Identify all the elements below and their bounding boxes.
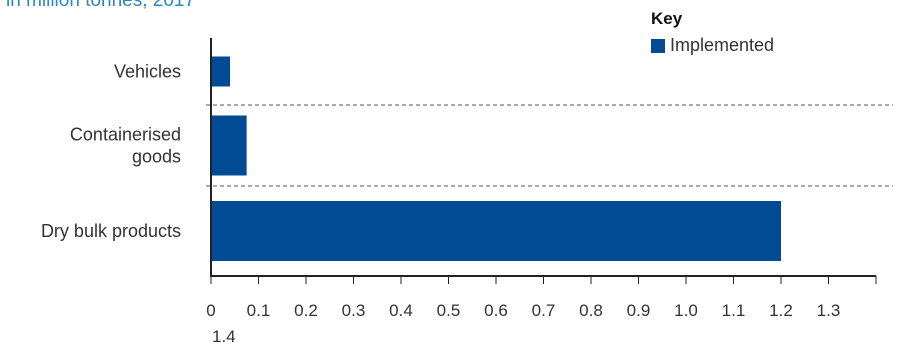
bar-3 [211, 201, 781, 261]
x-tick-label-3: 0.3 [342, 301, 366, 320]
x-tick-label-5: 0.5 [437, 301, 461, 320]
bar-2 [211, 115, 247, 176]
x-tick-label-13: 1.3 [817, 301, 841, 320]
category-label-2-line-1: Containerised [70, 125, 181, 145]
category-label-2-line-2: goods [132, 147, 181, 167]
category-label-1-line-1: Vehicles [114, 62, 181, 82]
x-tick-label-9: 0.9 [627, 301, 651, 320]
x-tick-label-7: 0.7 [532, 301, 556, 320]
x-tick-label-10: 1.0 [674, 301, 698, 320]
x-tick-label-12: 1.2 [769, 301, 793, 320]
legend: Key Implemented [651, 9, 774, 55]
x-tick-label-8: 0.8 [579, 301, 603, 320]
category-label-3-line-1: Dry bulk products [41, 221, 181, 241]
legend-title: Key [651, 9, 683, 28]
x-tick-label-6: 0.6 [484, 301, 508, 320]
x-tick-label-11: 1.1 [722, 301, 746, 320]
x-tick-label-0: 0 [206, 301, 215, 320]
chart-subtitle: in million tonnes, 2017 [6, 0, 195, 11]
x-tick-label-14: 1.4 [212, 327, 236, 346]
legend-swatch [651, 39, 665, 53]
bar-1 [211, 56, 230, 87]
x-tick-label-1: 0.1 [247, 301, 271, 320]
x-tick-label-2: 0.2 [294, 301, 318, 320]
legend-label: Implemented [670, 35, 774, 55]
x-tick-label-4: 0.4 [389, 301, 413, 320]
